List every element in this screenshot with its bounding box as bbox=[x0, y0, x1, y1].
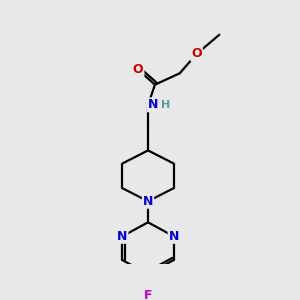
Text: F: F bbox=[144, 290, 152, 300]
Text: N: N bbox=[143, 195, 153, 208]
Text: H: H bbox=[161, 100, 170, 110]
Text: O: O bbox=[133, 63, 143, 76]
Text: N: N bbox=[117, 230, 128, 243]
Text: N: N bbox=[169, 230, 179, 243]
Text: N: N bbox=[148, 98, 158, 111]
Text: O: O bbox=[191, 47, 202, 61]
